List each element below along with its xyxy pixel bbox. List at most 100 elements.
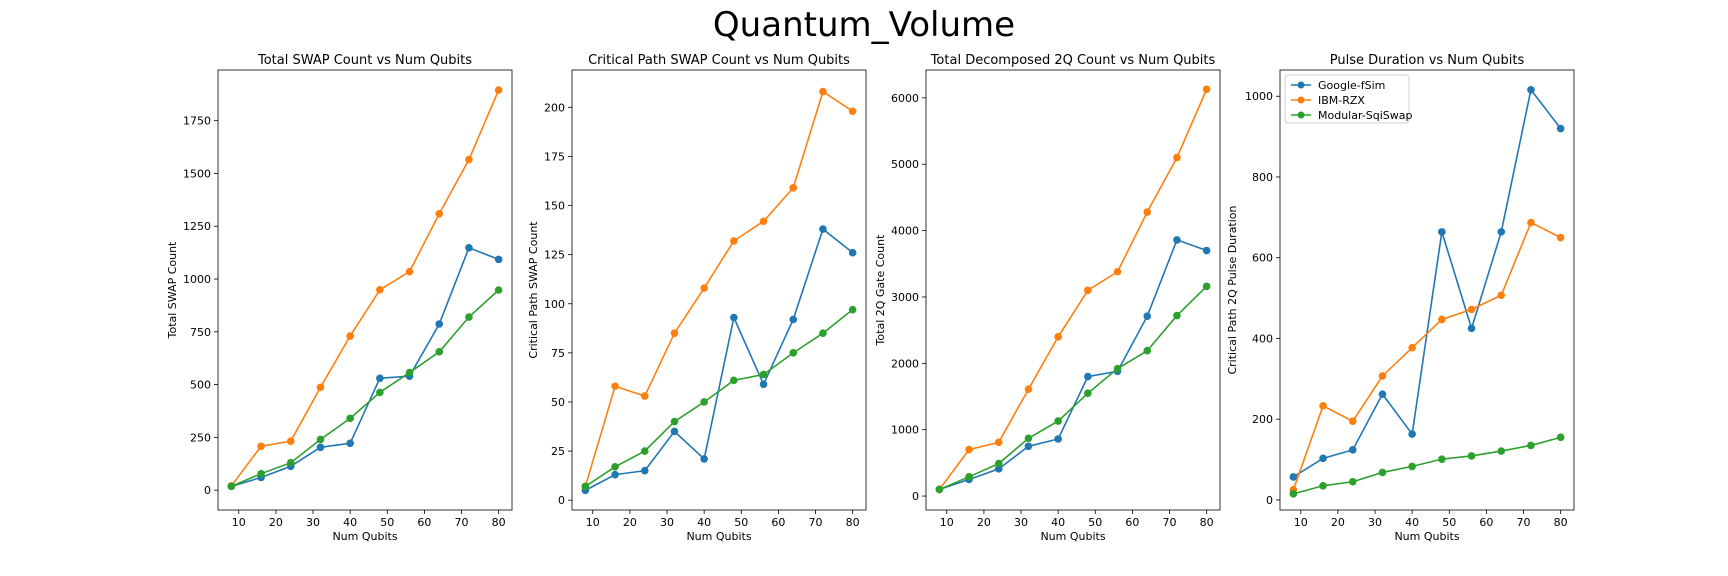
legend: Google-fSim IBM-RZX Modular-SqiSwap (1284, 74, 1413, 124)
series-line (939, 238, 1207, 491)
series-line (231, 289, 500, 488)
data-point (640, 447, 649, 455)
data-point (1319, 454, 1327, 463)
series-line (1292, 221, 1561, 491)
data-point (1084, 286, 1092, 295)
data-point (759, 370, 768, 379)
data-point (465, 155, 473, 164)
y-tick-label: 500 (190, 379, 211, 392)
series-ibm-rzx (935, 85, 1211, 494)
data-point (1348, 446, 1357, 454)
x-tick-label: 80 (1554, 516, 1568, 529)
data-point (1556, 124, 1565, 133)
data-point (1497, 291, 1506, 300)
data-point (1143, 312, 1152, 321)
data-point (1024, 385, 1033, 394)
legend-entry: Google-fSim (1291, 79, 1385, 92)
data-point (700, 284, 708, 292)
data-point (405, 368, 414, 377)
data-point (257, 469, 265, 478)
data-point (581, 482, 590, 491)
x-tick-label: 50 (380, 516, 394, 529)
x-axis-label: Num Qubits (1394, 530, 1459, 543)
data-point (789, 315, 798, 324)
data-point (1054, 435, 1062, 443)
series-line (230, 89, 500, 487)
data-point (494, 255, 503, 264)
data-point (1202, 85, 1211, 94)
data-point (819, 87, 827, 96)
data-point (1173, 236, 1181, 244)
y-tick-label: 1500 (183, 167, 211, 180)
axes-frame (217, 69, 513, 511)
subplot-2: Critical Path SWAP Count vs Num Qubits 10… (527, 53, 867, 543)
data-point (494, 86, 503, 94)
y-tick-label: 50 (551, 396, 565, 409)
data-point (1143, 346, 1152, 355)
y-tick-label: 6000 (891, 92, 919, 105)
y-tick-label: 0 (204, 484, 211, 497)
y-tick-label: 100 (544, 298, 565, 311)
x-tick-label: 30 (306, 516, 320, 529)
series-modular-sqiswap (581, 305, 857, 491)
x-tick-label: 40 (697, 516, 711, 529)
data-point (1143, 208, 1152, 216)
x-tick-label: 60 (1125, 516, 1139, 529)
data-point (965, 473, 973, 481)
data-point (1408, 430, 1416, 438)
data-point (789, 184, 798, 192)
y-axis-label: Total 2Q Gate Count (874, 234, 887, 347)
data-point (257, 442, 265, 451)
x-tick-label: 70 (809, 516, 823, 529)
data-point (789, 349, 798, 357)
x-tick-label: 70 (455, 516, 469, 529)
data-point (965, 445, 973, 454)
data-point (227, 482, 236, 491)
data-point (465, 313, 473, 321)
data-point (640, 392, 649, 400)
series-line (939, 285, 1208, 491)
series-line (1292, 87, 1562, 478)
data-point (1202, 246, 1211, 255)
data-point (670, 329, 679, 338)
series-line (231, 246, 499, 488)
y-axis-label: Critical Path 2Q Pulse Duration (1226, 205, 1239, 374)
series-google-fsim (227, 243, 503, 491)
data-point (1408, 343, 1416, 352)
y-tick-label: 800 (1252, 171, 1273, 184)
data-point (1113, 267, 1122, 276)
legend-marker (1297, 111, 1305, 119)
y-tick-label: 250 (190, 431, 211, 444)
data-point (465, 243, 473, 252)
legend-marker (1297, 81, 1305, 89)
series-line (1293, 436, 1561, 495)
x-tick-label: 50 (1088, 516, 1102, 529)
x-tick-label: 40 (1405, 516, 1419, 529)
x-tick-label: 40 (343, 516, 357, 529)
y-tick-label: 125 (544, 249, 565, 262)
data-point (1408, 462, 1416, 471)
legend-label: Google-fSim (1318, 79, 1385, 92)
data-point (376, 374, 384, 383)
data-point (346, 414, 354, 423)
data-point (1438, 228, 1446, 236)
data-point (759, 380, 768, 389)
data-point (1527, 441, 1535, 450)
series-google-fsim (935, 236, 1211, 494)
x-tick-label: 30 (1014, 516, 1028, 529)
data-point (1497, 447, 1506, 455)
data-point (1289, 490, 1298, 498)
data-point (1024, 442, 1033, 451)
x-axis-label: Num Qubits (686, 530, 751, 543)
series-modular-sqiswap (935, 282, 1211, 494)
y-tick-label: 400 (1252, 332, 1273, 345)
series-ibm-rzx (581, 87, 857, 491)
data-point (1467, 324, 1476, 333)
figure-title: Quantum_Volume (713, 5, 1015, 45)
data-point (819, 329, 827, 338)
data-point (1084, 372, 1092, 381)
series-line (938, 88, 1208, 490)
data-point (405, 267, 414, 276)
x-tick-label: 20 (977, 516, 991, 529)
x-tick-label: 60 (417, 516, 431, 529)
